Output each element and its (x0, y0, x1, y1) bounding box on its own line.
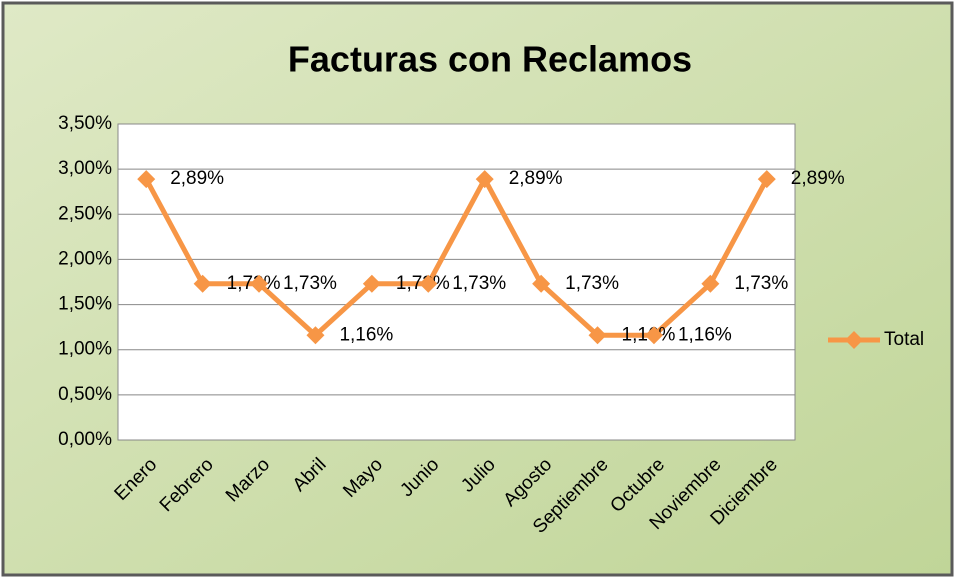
marker (475, 170, 494, 189)
data-label: 1,16% (339, 324, 393, 345)
marker (362, 274, 381, 293)
marker (701, 274, 720, 293)
data-label: 1,73% (452, 273, 506, 294)
y-tick-label: 0,00% (58, 429, 112, 450)
marker (306, 326, 325, 345)
series-line (144, 176, 769, 338)
data-label: 2,89% (509, 168, 563, 189)
chart-title: Facturas con Reclamos (288, 39, 692, 80)
y-tick-label: 3,50% (58, 113, 112, 134)
marker (250, 274, 269, 293)
data-label: 1,73% (565, 273, 619, 294)
y-tick-label: 3,00% (58, 158, 112, 179)
y-tick-label: 2,50% (58, 203, 112, 224)
marker (644, 326, 663, 345)
y-tick-label: 2,00% (58, 248, 112, 269)
marker (588, 326, 607, 345)
data-label: 2,89% (791, 168, 845, 189)
data-label: 1,73% (283, 273, 337, 294)
marker (419, 274, 438, 293)
data-label: 1,73% (734, 273, 788, 294)
marker (532, 274, 551, 293)
y-tick-label: 1,50% (58, 294, 112, 315)
y-tick-label: 1,00% (58, 339, 112, 360)
marker (137, 170, 156, 189)
y-tick-label: 0,50% (58, 384, 112, 405)
marker (757, 170, 776, 189)
data-label: 2,89% (170, 168, 224, 189)
legend-label: Total (884, 329, 924, 350)
marker (193, 274, 212, 293)
legend-marker (845, 331, 863, 349)
data-label: 1,16% (678, 324, 732, 345)
